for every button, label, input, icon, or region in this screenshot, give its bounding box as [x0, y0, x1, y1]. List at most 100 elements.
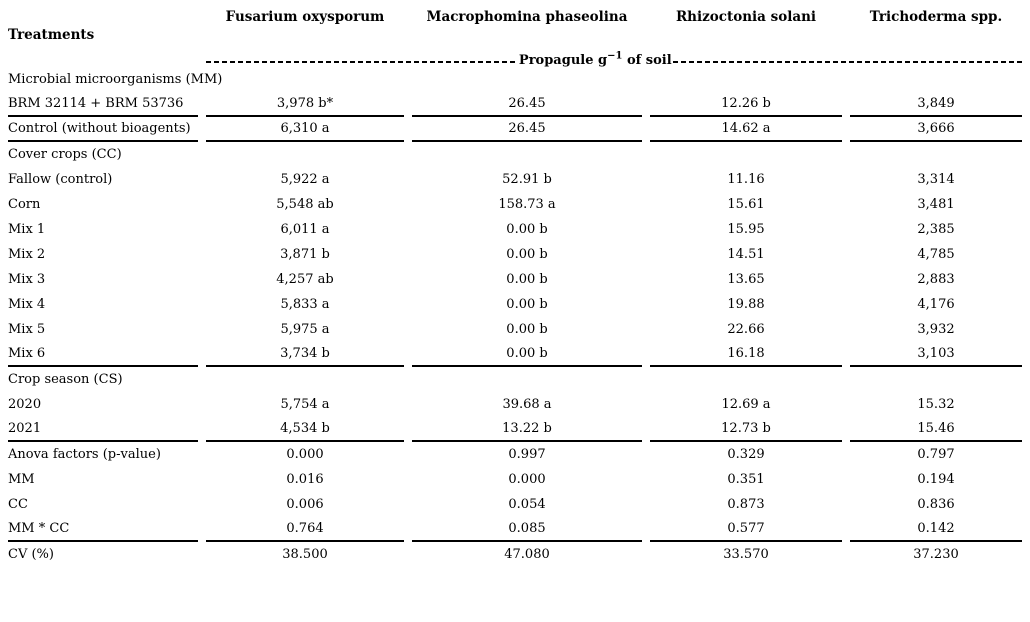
cell-value: 2,883: [917, 272, 955, 287]
cell-value: 5,833 a: [280, 297, 330, 312]
row-label: Control (without bioagents): [8, 117, 198, 142]
cell-value: 3,314: [917, 172, 955, 187]
cell-value: 11.16: [727, 172, 765, 187]
table-row: Mix 3 4,257 ab 0.00 b 13.65 2,883: [8, 267, 1022, 292]
unit-label: Propagule g−1 of soil: [518, 51, 673, 68]
row-label: Mix 2: [8, 247, 46, 262]
section-row: Microbial microorganisms (MM): [8, 67, 1022, 92]
cell-value: 0.873: [727, 497, 765, 512]
cell-value: 19.88: [727, 297, 765, 312]
cell-value: 14.62 a: [650, 117, 842, 142]
table-body: Microbial microorganisms (MM) BRM 32114 +…: [8, 67, 1022, 567]
cell-value: 0.351: [727, 472, 765, 487]
table-row: CV (%) 38.500 47.080 33.570 37.230: [8, 542, 1022, 567]
table-header: Treatments Fusarium oxysporum Macrophomi…: [8, 2, 1022, 67]
row-label: Mix 5: [8, 322, 46, 337]
column-header-trichoderma: Trichoderma spp.: [869, 9, 1003, 25]
cell-value: 0.329: [727, 447, 765, 462]
table-row: MM * CC 0.764 0.085 0.577 0.142: [8, 517, 1022, 542]
section-label: Cover crops (CC): [8, 147, 122, 162]
table-row: Mix 1 6,011 a 0.00 b 15.95 2,385: [8, 217, 1022, 242]
table-row: Corn 5,548 ab 158.73 a 15.61 3,481: [8, 192, 1022, 217]
treatments-header: Treatments: [8, 26, 95, 43]
cell-value: 0.00 b: [506, 247, 548, 262]
dashed-rule-right: [672, 61, 1022, 63]
cell-value: 0.00 b: [506, 322, 548, 337]
cell-value: 3,978 b*: [206, 92, 404, 117]
cell-value: 16.18: [650, 342, 842, 367]
table-row: Mix 4 5,833 a 0.00 b 19.88 4,176: [8, 292, 1022, 317]
cell-value: 0.00 b: [506, 272, 548, 287]
cell-value: 5,548 ab: [276, 197, 334, 212]
row-label: Fallow (control): [8, 172, 113, 187]
cell-value: 0.194: [917, 472, 955, 487]
section-row: Crop season (CS): [8, 367, 1022, 392]
table-row: Fallow (control) 5,922 a 52.91 b 11.16 3,314: [8, 167, 1022, 192]
cell-value: 15.95: [727, 222, 765, 237]
column-header-row: Treatments Fusarium oxysporum Macrophomi…: [8, 2, 1022, 43]
cell-value: 3,666: [850, 117, 1022, 142]
section-label: Microbial microorganisms (MM): [8, 72, 223, 87]
cell-value: 5,975 a: [280, 322, 330, 337]
cell-value: 39.68 a: [502, 397, 552, 412]
unit-line-cell: Propagule g−1 of soil: [206, 43, 1022, 67]
cell-value: 3,932: [917, 322, 955, 337]
cell-value: 158.73 a: [498, 197, 556, 212]
unit-label-prefix: Propagule g: [518, 53, 608, 68]
cell-value: 33.570: [723, 547, 769, 562]
table-row: MM 0.016 0.000 0.351 0.194: [8, 467, 1022, 492]
cell-value: 0.577: [650, 517, 842, 542]
unit-label-suffix: of soil: [622, 53, 672, 68]
section-label: Crop season (CS): [8, 372, 123, 387]
results-table: Treatments Fusarium oxysporum Macrophomi…: [0, 2, 1030, 567]
table-row: 2020 5,754 a 39.68 a 12.69 a 15.32: [8, 392, 1022, 417]
table-row: CC 0.006 0.054 0.873 0.836: [8, 492, 1022, 517]
table-row: Mix 5 5,975 a 0.00 b 22.66 3,932: [8, 317, 1022, 342]
table-row: BRM 32114 + BRM 53736 3,978 b* 26.45 12.26 …: [8, 92, 1022, 117]
cell-value: 15.32: [917, 397, 955, 412]
cell-value: 6,011 a: [280, 222, 330, 237]
cell-value: 15.46: [850, 417, 1022, 442]
cell-value: 4,785: [917, 247, 955, 262]
cell-value: 2,385: [917, 222, 955, 237]
cell-value: 3,481: [917, 197, 955, 212]
dashed-rule-left: [206, 61, 518, 63]
cell-value: 13.22 b: [412, 417, 642, 442]
cell-value: 5,922 a: [280, 172, 330, 187]
cell-value: 0.00 b: [412, 342, 642, 367]
table-row: 2021 4,534 b 13.22 b 12.73 b 15.46: [8, 417, 1022, 442]
cell-value: 4,534 b: [206, 417, 404, 442]
cell-value: 52.91 b: [502, 172, 552, 187]
column-header-fusarium: Fusarium oxysporum: [225, 9, 385, 25]
table-row: Anova factors (p-value) 0.000 0.997 0.329 0.…: [8, 442, 1022, 467]
row-label: MM * CC: [8, 517, 198, 542]
cell-value: 15.61: [727, 197, 765, 212]
cell-value: 12.26 b: [650, 92, 842, 117]
cell-value: 0.00 b: [506, 297, 548, 312]
row-label: Anova factors (p-value): [8, 447, 161, 462]
table-row: Mix 2 3,871 b 0.00 b 14.51 4,785: [8, 242, 1022, 267]
cell-value: 26.45: [412, 92, 642, 117]
unit-row: Propagule g−1 of soil: [8, 43, 1022, 67]
cell-value: 37.230: [913, 547, 959, 562]
row-label: Mix 4: [8, 297, 46, 312]
cell-value: 0.836: [917, 497, 955, 512]
cell-value: 13.65: [727, 272, 765, 287]
row-label: CV (%): [8, 547, 54, 562]
unit-line: Propagule g−1 of soil: [206, 51, 1022, 68]
cell-value: 12.73 b: [650, 417, 842, 442]
cell-value: 26.45: [412, 117, 642, 142]
table-row: Control (without bioagents) 6,310 a 26.45 1…: [8, 117, 1022, 142]
row-label: BRM 32114 + BRM 53736: [8, 92, 198, 117]
row-label: 2021: [8, 417, 198, 442]
column-header-macrophomina: Macrophomina phaseolina: [426, 9, 628, 25]
cell-value: 3,849: [850, 92, 1022, 117]
cell-value: 0.016: [286, 472, 324, 487]
cell-value: 12.69 a: [721, 397, 771, 412]
cell-value: 4,176: [917, 297, 955, 312]
cell-value: 38.500: [282, 547, 328, 562]
row-label: Corn: [8, 197, 41, 212]
row-label: Mix 1: [8, 222, 46, 237]
cell-value: 6,310 a: [206, 117, 404, 142]
